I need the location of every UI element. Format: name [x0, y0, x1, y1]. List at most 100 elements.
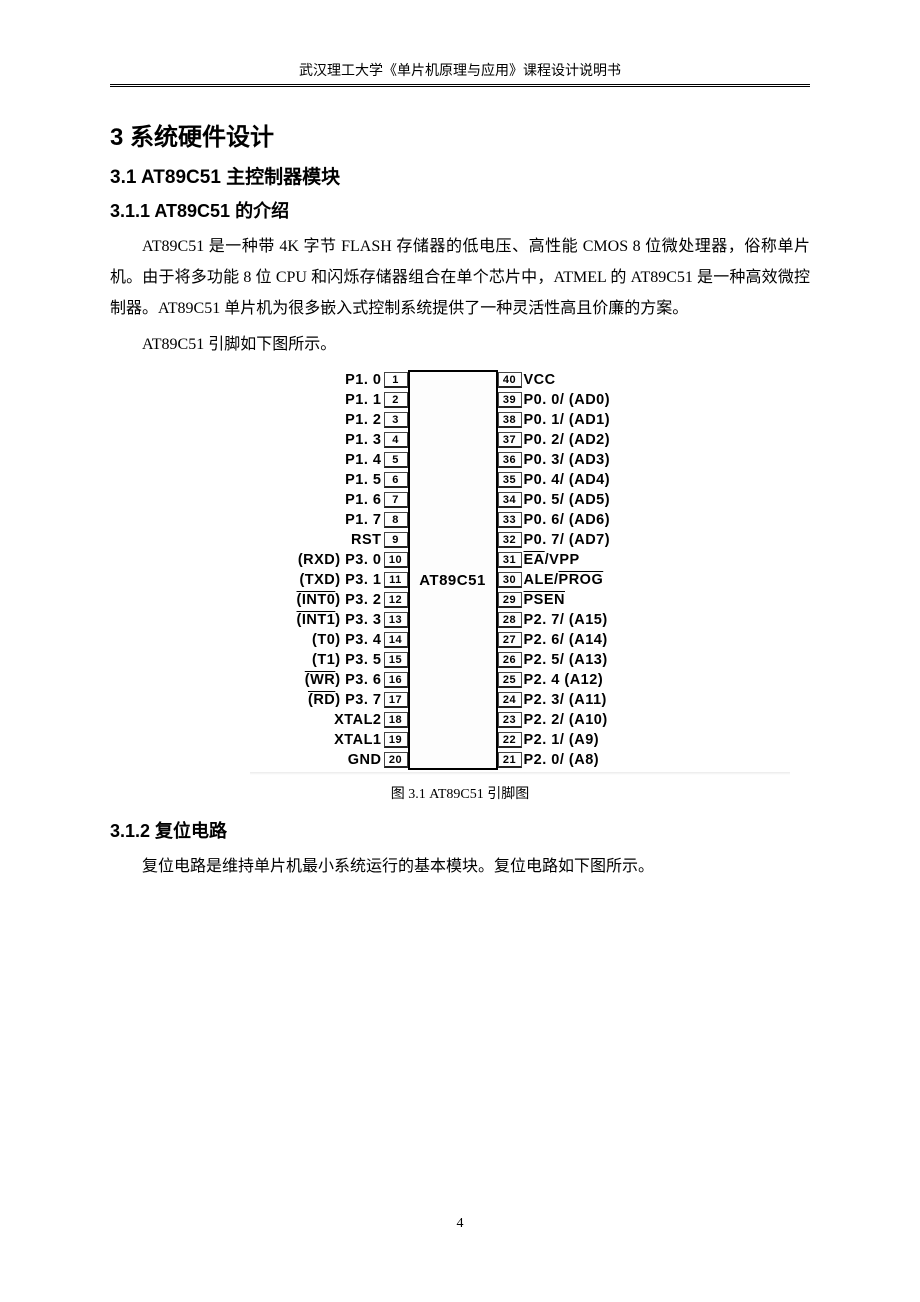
pin-label-right: P0. 6/ (AD6) — [522, 510, 652, 530]
pin-number-right: 39 — [498, 392, 522, 408]
pin-number-right: 23 — [498, 712, 522, 728]
chip-name-label: AT89C51 — [410, 571, 496, 591]
pin-label-left: P1. 4 — [269, 450, 384, 470]
pin-label-left: (RD) P3. 7 — [269, 690, 384, 710]
pin-label-left: (T1) P3. 5 — [269, 650, 384, 670]
chip-pin-row: (TXD) P3. 111AT89C5130ALE/PROG — [269, 570, 652, 590]
chip-pin-row: (INT0) P3. 212 29PSEN — [269, 590, 652, 610]
pin-number-left: 2 — [384, 392, 408, 408]
pin-label-right: P0. 1/ (AD1) — [522, 410, 652, 430]
pin-label-right: P2. 6/ (A14) — [522, 630, 652, 650]
chip-pin-row: (RXD) P3. 01031EA/VPP — [269, 550, 652, 570]
chip-pin-row: P1. 2338P0. 1/ (AD1) — [269, 410, 652, 430]
pin-label-right: P2. 1/ (A9) — [522, 730, 652, 750]
pin-label-right: P2. 4 (A12) — [522, 670, 652, 690]
chip-pin-row: (INT1) P3. 31328P2. 7/ (A15) — [269, 610, 652, 630]
chip-body — [408, 750, 498, 770]
chip-body — [408, 730, 498, 750]
pin-label-right: P0. 4/ (AD4) — [522, 470, 652, 490]
chip-pin-row: (T0) P3. 414 27P2. 6/ (A14) — [269, 630, 652, 650]
pin-number-left: 5 — [384, 452, 408, 468]
heading-1: 3 系统硬件设计 — [110, 117, 810, 152]
chip-body — [408, 710, 498, 730]
pin-label-left: (RXD) P3. 0 — [269, 550, 384, 570]
pin-number-right: 21 — [498, 752, 522, 768]
figure-caption: 图 3.1 AT89C51 引脚图 — [110, 783, 810, 803]
chip-pin-row: P1. 3437P0. 2/ (AD2) — [269, 430, 652, 450]
page-header: 武汉理工大学《单片机原理与应用》课程设计说明书 — [110, 60, 810, 84]
pin-label-right: PSEN — [522, 590, 652, 610]
pin-label-left: XTAL1 — [269, 730, 384, 750]
chip-pin-row: P1. 6734P0. 5/ (AD5) — [269, 490, 652, 510]
paragraph-3: 复位电路是维持单片机最小系统运行的基本模块。复位电路如下图所示。 — [110, 851, 810, 882]
chip-body — [408, 370, 498, 390]
chip-body — [408, 530, 498, 550]
chip-pin-row: RST932P0. 7/ (AD7) — [269, 530, 652, 550]
chip-body: AT89C51 — [408, 570, 498, 590]
pin-label-right: ALE/PROG — [522, 570, 652, 590]
pin-number-right: 24 — [498, 692, 522, 708]
chip-pin-row: (WR) P3. 61625P2. 4 (A12) — [269, 670, 652, 690]
pin-label-right: P2. 0/ (A8) — [522, 750, 652, 770]
pin-label-left: P1. 2 — [269, 410, 384, 430]
chip-pin-row: P1. 56 35P0. 4/ (AD4) — [269, 470, 652, 490]
heading-3-intro: 3.1.1 AT89C51 的介绍 — [110, 197, 810, 223]
pin-number-right: 29 — [498, 592, 522, 608]
chip-body — [408, 390, 498, 410]
pin-number-left: 13 — [384, 612, 408, 628]
pin-label-right: P0. 3/ (AD3) — [522, 450, 652, 470]
pin-label-right: P0. 7/ (AD7) — [522, 530, 652, 550]
pin-label-left: (T0) P3. 4 — [269, 630, 384, 650]
chip-body — [408, 590, 498, 610]
pin-number-right: 34 — [498, 492, 522, 508]
pin-number-right: 27 — [498, 632, 522, 648]
header-divider — [110, 84, 810, 87]
chip-body — [408, 510, 498, 530]
chip-body — [408, 410, 498, 430]
paragraph-1: AT89C51 是一种带 4K 字节 FLASH 存储器的低电压、高性能 CMO… — [110, 231, 810, 325]
pin-label-right: P0. 2/ (AD2) — [522, 430, 652, 450]
pin-number-left: 19 — [384, 732, 408, 748]
pin-number-left: 6 — [384, 472, 408, 488]
chip-pin-row: P1. 1239P0. 0/ (AD0) — [269, 390, 652, 410]
pin-label-left: (INT0) P3. 2 — [269, 590, 384, 610]
chip-pin-row: P1. 0140VCC — [269, 370, 652, 390]
chip-body — [408, 610, 498, 630]
pin-label-right: VCC — [522, 370, 652, 390]
pin-label-left: P1. 0 — [269, 370, 384, 390]
chip-body — [408, 650, 498, 670]
paragraph-2: AT89C51 引脚如下图所示。 — [110, 329, 810, 360]
chip-body — [408, 690, 498, 710]
pin-number-left: 1 — [384, 372, 408, 388]
chip-body — [408, 630, 498, 650]
pin-number-left: 11 — [384, 572, 408, 588]
pin-label-left: (WR) P3. 6 — [269, 670, 384, 690]
pin-number-left: 14 — [384, 632, 408, 648]
pin-label-left: P1. 5 — [269, 470, 384, 490]
pin-label-right: P2. 5/ (A13) — [522, 650, 652, 670]
pin-number-right: 35 — [498, 472, 522, 488]
pin-number-left: 16 — [384, 672, 408, 688]
chip-body — [408, 490, 498, 510]
chip-body — [408, 550, 498, 570]
pin-number-left: 8 — [384, 512, 408, 528]
heading-2: 3.1 AT89C51 主控制器模块 — [110, 162, 810, 189]
pin-label-left: (INT1) P3. 3 — [269, 610, 384, 630]
pin-number-left: 15 — [384, 652, 408, 668]
pin-number-right: 22 — [498, 732, 522, 748]
pin-number-left: 10 — [384, 552, 408, 568]
pin-number-right: 28 — [498, 612, 522, 628]
chip-pin-row: XTAL119 22P2. 1/ (A9) — [269, 730, 652, 750]
pin-number-right: 32 — [498, 532, 522, 548]
pin-number-left: 18 — [384, 712, 408, 728]
pin-label-left: GND — [269, 750, 384, 770]
pin-number-right: 37 — [498, 432, 522, 448]
pin-label-left: P1. 7 — [269, 510, 384, 530]
chip-pin-row: XTAL21823P2. 2/ (A10) — [269, 710, 652, 730]
pin-number-left: 3 — [384, 412, 408, 428]
page-number: 4 — [0, 1216, 920, 1232]
pin-number-left: 7 — [384, 492, 408, 508]
pin-number-left: 12 — [384, 592, 408, 608]
chip-pin-row: GND2021P2. 0/ (A8) — [269, 750, 652, 770]
pin-number-left: 17 — [384, 692, 408, 708]
